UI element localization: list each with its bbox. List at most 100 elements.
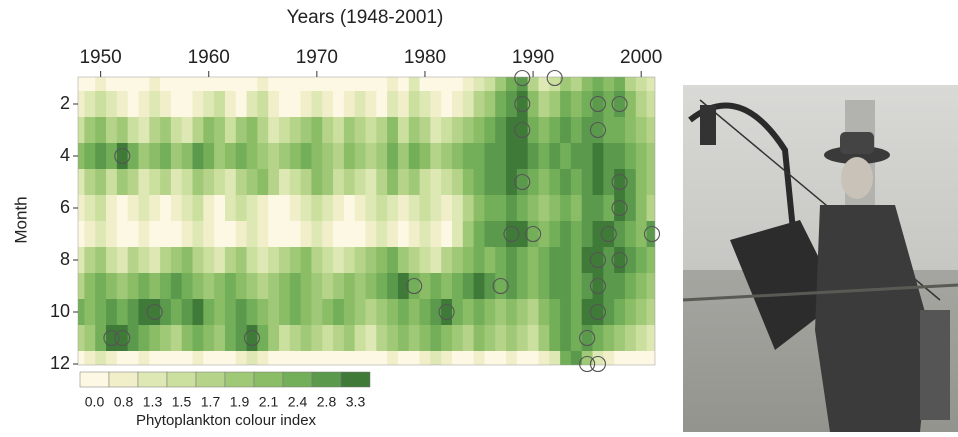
heat-cell xyxy=(365,169,377,196)
heat-cell xyxy=(506,351,518,365)
heat-cell xyxy=(192,325,204,352)
heat-cell xyxy=(78,325,86,352)
heat-cell xyxy=(84,195,96,222)
heat-cell xyxy=(300,247,313,274)
heat-cell xyxy=(614,77,626,92)
heat-cell xyxy=(614,299,626,326)
heat-cell xyxy=(408,299,421,326)
heat-cell xyxy=(570,143,583,170)
heat-cell xyxy=(516,273,529,300)
heat-cell xyxy=(268,169,280,196)
heat-cell xyxy=(116,195,129,222)
heat-cell xyxy=(333,273,345,300)
colorbar-tick-label: 2.8 xyxy=(317,394,337,410)
heat-cell xyxy=(441,325,453,352)
heat-cell xyxy=(419,351,431,365)
heat-cell xyxy=(430,117,442,144)
heat-cell xyxy=(170,325,183,352)
heat-cell xyxy=(462,351,475,365)
heat-cell xyxy=(538,351,550,365)
heat-cell xyxy=(462,195,475,222)
marker xyxy=(600,225,617,243)
heat-cell xyxy=(289,143,302,170)
heat-cell xyxy=(376,221,388,248)
heat-cell xyxy=(192,247,204,274)
heat-cell xyxy=(235,143,248,170)
heat-cell xyxy=(333,91,345,118)
heat-cell xyxy=(538,273,550,300)
heat-cell xyxy=(430,273,442,300)
heat-cell xyxy=(116,77,129,92)
heat-cell xyxy=(300,117,313,144)
heat-cell xyxy=(635,117,648,144)
colorbar-swatch xyxy=(282,371,313,388)
heat-cell xyxy=(333,325,345,352)
heat-cell xyxy=(149,325,161,352)
heat-cell xyxy=(581,169,594,196)
heat-cell xyxy=(333,221,345,248)
heat-cell xyxy=(78,143,86,170)
heat-cell xyxy=(484,77,496,92)
heat-cell xyxy=(354,273,367,300)
photo-hat xyxy=(840,132,874,154)
heat-cell xyxy=(192,351,204,365)
marker xyxy=(546,69,563,87)
colorbar-tick-label: 2.4 xyxy=(288,394,308,410)
heat-cell xyxy=(322,273,334,300)
heat-cell xyxy=(387,299,399,326)
marker xyxy=(114,329,131,347)
heat-cell xyxy=(279,299,291,326)
heat-cell xyxy=(322,195,334,222)
heat-cell xyxy=(462,247,475,274)
heat-cell xyxy=(84,351,96,365)
photo-instrument xyxy=(730,220,840,350)
heat-cell xyxy=(235,351,248,365)
heat-cell xyxy=(376,117,388,144)
heat-cell xyxy=(257,143,269,170)
heat-cell xyxy=(138,169,150,196)
heat-cell xyxy=(516,91,529,118)
heat-cell xyxy=(462,299,475,326)
heat-cell xyxy=(333,77,345,92)
heat-cell xyxy=(387,221,399,248)
heat-cell xyxy=(149,77,161,92)
heat-cell xyxy=(387,77,399,92)
colorbar-tick-label: 1.3 xyxy=(143,394,163,410)
heat-cell xyxy=(257,273,269,300)
heat-cell xyxy=(127,77,140,92)
photo xyxy=(682,85,958,432)
marker xyxy=(406,277,423,295)
heat-cell xyxy=(149,117,161,144)
heat-cell xyxy=(311,247,323,274)
heat-cell xyxy=(78,221,86,248)
marker xyxy=(611,173,628,191)
heat-cell xyxy=(149,273,161,300)
heat-cell xyxy=(581,91,594,118)
heat-cell xyxy=(246,299,258,326)
heat-cell xyxy=(78,117,86,144)
heat-cell xyxy=(138,247,150,274)
heat-cell xyxy=(268,351,280,365)
heat-cell xyxy=(473,325,486,352)
marker xyxy=(589,121,606,139)
heat-cell xyxy=(430,351,442,365)
heat-cell xyxy=(138,77,150,92)
marker xyxy=(514,95,531,113)
heat-cell xyxy=(506,117,518,144)
heat-cell xyxy=(549,117,561,144)
heat-cell xyxy=(268,91,280,118)
heat-cell xyxy=(268,77,280,92)
heat-cell xyxy=(451,351,464,365)
heat-cell xyxy=(419,117,431,144)
heat-cell xyxy=(257,117,269,144)
heat-cell xyxy=(224,77,237,92)
heat-cell xyxy=(116,325,129,352)
marker xyxy=(492,277,509,295)
heat-cell xyxy=(160,91,172,118)
heat-cell xyxy=(441,351,453,365)
heat-cell xyxy=(106,273,118,300)
heat-cell xyxy=(387,351,399,365)
heat-cell xyxy=(570,117,583,144)
heat-cell xyxy=(106,91,118,118)
heat-cell xyxy=(333,195,345,222)
